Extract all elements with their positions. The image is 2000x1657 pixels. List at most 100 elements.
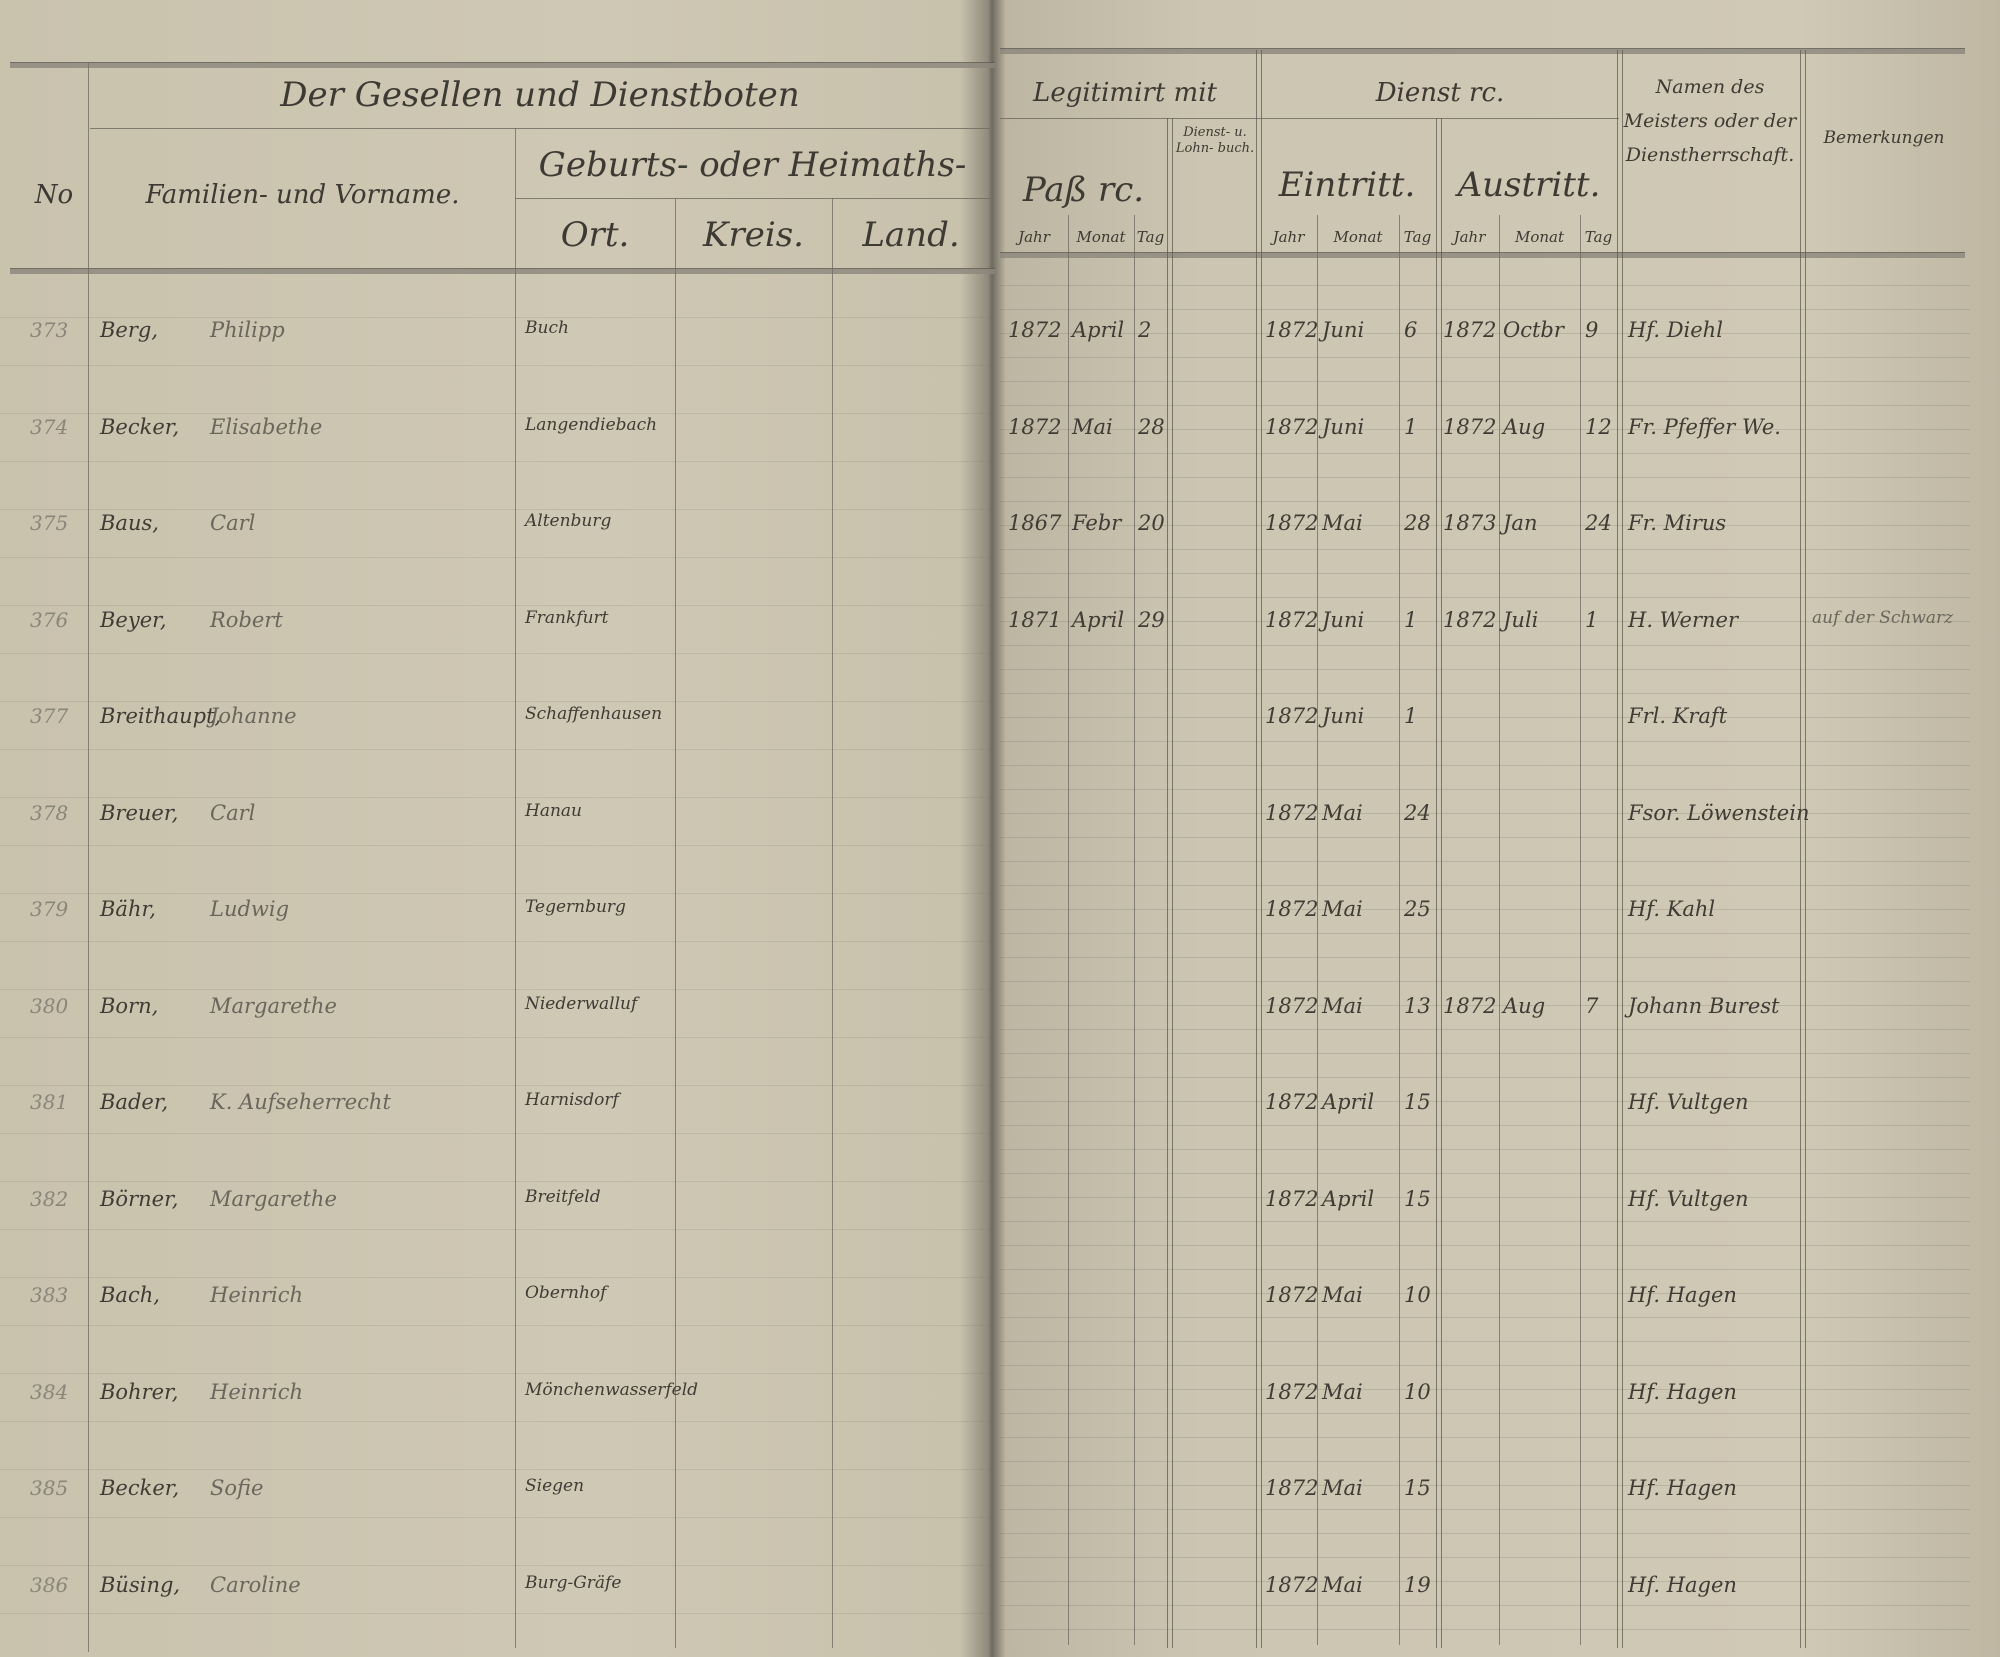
pass-monat: April [1072, 607, 1125, 632]
pass-tag: 29 [1138, 607, 1165, 632]
entry-surname: Börner, [100, 1186, 179, 1211]
austritt-jahr: 1872 [1443, 414, 1497, 439]
eintritt-tag: 6 [1404, 318, 1418, 342]
eintritt-jahr: 1872 [1265, 1090, 1319, 1114]
eintritt-jahr: 1872 [1265, 1283, 1319, 1307]
austritt-sub-jahr: Jahr [1453, 228, 1486, 246]
header-birthplace-group: Geburts- oder Heimaths- [538, 145, 967, 185]
header-dienstbuch: Dienst- u. Lohn- buch. [1175, 125, 1255, 156]
austritt-monat: Aug [1503, 414, 1546, 439]
entry-number: 383 [30, 1283, 69, 1307]
pass-sub-monat: Monat [1076, 228, 1126, 246]
entry-meister: Hf. Vultgen [1628, 1186, 1749, 1211]
eintritt-tag: 13 [1404, 993, 1431, 1018]
entry-surname: Becker, [100, 414, 180, 439]
eintritt-monat: Juni [1322, 414, 1365, 439]
entry-given-name: Carl [210, 511, 256, 535]
entry-surname: Büsing, [100, 1572, 181, 1597]
entry-meister: Hf. Hagen [1628, 1283, 1737, 1307]
group-title: Der Gesellen und Dienstboten [280, 75, 800, 115]
entry-surname: Beyer, [100, 607, 167, 632]
ruled-lines-right-page [1000, 262, 1970, 1642]
entry-ort: Langendiebach [525, 414, 658, 435]
eintritt-jahr: 1872 [1265, 511, 1319, 535]
austritt-sub-monat: Monat [1514, 228, 1565, 246]
entry-given-name: Elisabethe [210, 414, 323, 439]
entry-number: 379 [30, 897, 69, 921]
eintritt-jahr: 1872 [1265, 607, 1319, 632]
austritt-tag: 12 [1585, 414, 1612, 439]
entry-ort: Schaffenhausen [525, 704, 663, 724]
eintritt-monat: Mai [1322, 897, 1363, 921]
eintritt-monat: Juni [1322, 704, 1365, 728]
column-line [1580, 215, 1581, 1645]
column-line [1499, 215, 1500, 1645]
pass-tag: 2 [1138, 318, 1152, 342]
entry-given-name: Heinrich [210, 1283, 304, 1307]
entry-number: 375 [30, 511, 69, 535]
austritt-monat: Jan [1503, 511, 1538, 535]
entry-bemerkung: auf der Schwarz [1812, 607, 1954, 628]
entry-meister: Hf. Hagen [1628, 1572, 1737, 1597]
eintritt-jahr: 1872 [1265, 1572, 1319, 1597]
austritt-monat: Aug [1503, 993, 1546, 1018]
header-kreis: Kreis. [703, 215, 804, 255]
eintritt-sub-jahr: Jahr [1272, 228, 1305, 246]
entry-number: 386 [30, 1572, 69, 1597]
column-line [832, 198, 833, 1648]
column-line [1399, 215, 1400, 1645]
entry-ort: Harnisdorf [525, 1090, 619, 1110]
entry-given-name: Margarethe [210, 993, 337, 1018]
entry-surname: Bader, [100, 1090, 169, 1114]
column-line [1167, 118, 1173, 1648]
entry-given-name: Caroline [210, 1572, 301, 1597]
entry-surname: Bohrer, [100, 1379, 179, 1404]
entry-surname: Baus, [100, 511, 159, 535]
entry-given-name: Ludwig [210, 897, 290, 921]
header-ort: Ort. [560, 215, 630, 255]
header-service-group: Dienst rc. [1375, 78, 1505, 108]
ruled-lines-left-page [0, 270, 990, 1650]
eintritt-jahr: 1872 [1265, 897, 1319, 921]
entry-given-name: Johanne [210, 704, 297, 728]
eintritt-tag: 1 [1404, 704, 1418, 728]
entry-number: 377 [30, 704, 69, 728]
column-line [515, 128, 516, 1648]
entry-meister: Hf. Kahl [1628, 897, 1716, 921]
eintritt-monat: Juni [1322, 607, 1365, 632]
entry-surname: Becker, [100, 1476, 180, 1500]
entry-ort: Hanau [525, 800, 582, 821]
entry-number: 385 [30, 1476, 69, 1500]
pass-monat: Mai [1072, 414, 1113, 439]
austritt-monat: Juli [1503, 607, 1539, 632]
eintritt-monat: April [1322, 1090, 1375, 1114]
entry-meister: Hf. Hagen [1628, 1379, 1737, 1404]
column-line [1317, 215, 1318, 1645]
eintritt-tag: 19 [1404, 1572, 1431, 1597]
eintritt-monat: April [1322, 1186, 1375, 1211]
pass-jahr: 1867 [1008, 511, 1062, 535]
eintritt-monat: Mai [1322, 511, 1363, 535]
eintritt-tag: 15 [1404, 1186, 1431, 1211]
column-line [1800, 50, 1806, 1648]
austritt-sub-tag: Tag [1584, 228, 1613, 246]
eintritt-monat: Juni [1322, 318, 1365, 342]
eintritt-tag: 28 [1404, 511, 1431, 535]
entry-number: 376 [30, 607, 69, 632]
entry-surname: Breuer, [100, 800, 179, 825]
entry-meister: Hf. Hagen [1628, 1476, 1737, 1500]
header-bottom-rule-left [10, 268, 995, 274]
pass-sub-tag: Tag [1136, 228, 1165, 246]
header-top-rule-right [1000, 48, 1965, 54]
entry-number: 373 [30, 318, 69, 342]
header-pass: Paß rc. [1022, 170, 1145, 210]
entry-surname: Born, [100, 993, 159, 1018]
eintritt-tag: 24 [1404, 800, 1431, 825]
eintritt-monat: Mai [1322, 1283, 1363, 1307]
entry-ort: Altenburg [525, 511, 612, 531]
entry-ort: Buch [525, 318, 569, 338]
entry-ort: Breitfeld [525, 1186, 601, 1207]
entry-ort: Niederwalluf [525, 993, 638, 1014]
entry-meister: Johann Burest [1628, 993, 1780, 1018]
eintritt-jahr: 1872 [1265, 704, 1319, 728]
